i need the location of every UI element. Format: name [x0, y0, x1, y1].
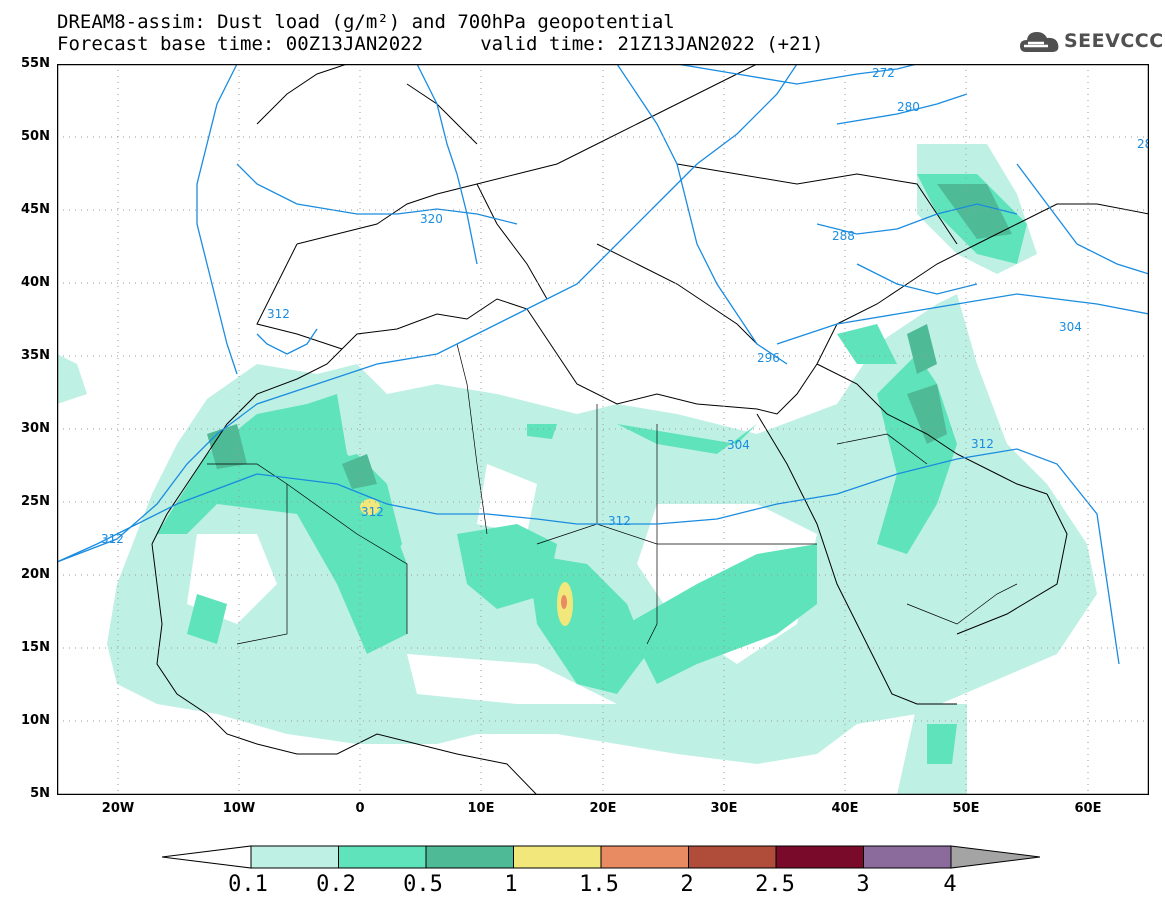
lon-label: 60E — [1074, 801, 1102, 816]
lon-label: 50E — [952, 801, 980, 816]
geopotential-contours — [57, 64, 1149, 665]
lat-label: 10N — [21, 713, 50, 728]
forecast-time-line: Forecast base time: 00Z13JAN2022 valid t… — [57, 33, 824, 55]
lat-label: 55N — [21, 56, 50, 71]
contour-label: 312 — [971, 437, 994, 451]
colorbar-box — [775, 845, 864, 869]
colorbar-box — [250, 845, 339, 869]
contour-label: 304 — [1059, 320, 1082, 334]
contour-label: 272 — [872, 66, 895, 80]
colorbar-label: 0.1 — [228, 872, 268, 897]
contour-labels: 272 280 288 296 304 312 320 312 312 312 … — [101, 66, 1149, 546]
lat-label: 30N — [21, 421, 50, 436]
map-title: DREAM8-assim: Dust load (g/m²) and 700hP… — [57, 11, 675, 33]
contour-label: 320 — [420, 212, 443, 226]
coastlines — [151, 64, 1149, 795]
lat-label: 15N — [21, 640, 50, 655]
colorbar-label: 1.5 — [579, 872, 619, 897]
lon-label: 20W — [101, 801, 135, 816]
colorbar-label: 0.5 — [403, 872, 443, 897]
colorbar-box — [425, 845, 514, 869]
colorbar-box — [338, 845, 427, 869]
lon-label: 20E — [589, 801, 617, 816]
cloud-logo-icon — [1020, 32, 1059, 52]
lat-label: 35N — [21, 348, 50, 363]
lon-label: 40E — [831, 801, 859, 816]
colorbar-boxes — [250, 845, 952, 869]
colorbar-label: 3 — [856, 872, 870, 897]
lon-label: 10E — [467, 801, 495, 816]
map-frame — [57, 64, 1149, 795]
colorbar-label: 1 — [504, 872, 518, 897]
colorbar-under-arrow — [162, 845, 252, 869]
colorbar-box — [600, 845, 689, 869]
contour-label: 288 — [832, 229, 855, 243]
lon-label: 30E — [710, 801, 738, 816]
logo-text: SEEVCCC — [1064, 30, 1164, 52]
dust-load-map: 272 280 288 296 304 312 320 312 312 312 … — [57, 64, 1149, 795]
contour-label: 28 — [1137, 137, 1149, 151]
colorbar-box — [863, 845, 952, 869]
contour-label: 304 — [727, 438, 750, 452]
seevccc-logo: SEEVCCC — [1018, 24, 1163, 60]
lat-label: 25N — [21, 494, 50, 509]
lon-label: 0 — [355, 801, 365, 816]
contour-label: 312 — [101, 532, 124, 546]
contour-label: 280 — [897, 100, 920, 114]
contour-label: 312 — [267, 307, 290, 321]
contour-label: 312 — [608, 514, 631, 528]
colorbar — [162, 845, 1040, 869]
colorbar-over-arrow — [950, 845, 1040, 869]
colorbar-label: 4 — [943, 872, 957, 897]
lat-label: 50N — [21, 129, 50, 144]
lat-label: 5N — [30, 786, 50, 801]
lat-label: 20N — [21, 567, 50, 582]
graticule — [57, 64, 1149, 795]
contour-label: 296 — [757, 351, 780, 365]
country-borders — [207, 343, 1018, 645]
dust-shading-peak — [561, 595, 567, 609]
dust-shading-dark — [207, 184, 1012, 489]
lat-label: 40N — [21, 275, 50, 290]
lat-label: 45N — [21, 202, 50, 217]
lon-label: 10W — [222, 801, 256, 816]
contour-label: 312 — [361, 505, 384, 519]
colorbar-label: 0.2 — [316, 872, 356, 897]
colorbar-label: 2 — [680, 872, 694, 897]
colorbar-label: 2.5 — [755, 872, 795, 897]
colorbar-box — [513, 845, 602, 869]
colorbar-box — [688, 845, 777, 869]
